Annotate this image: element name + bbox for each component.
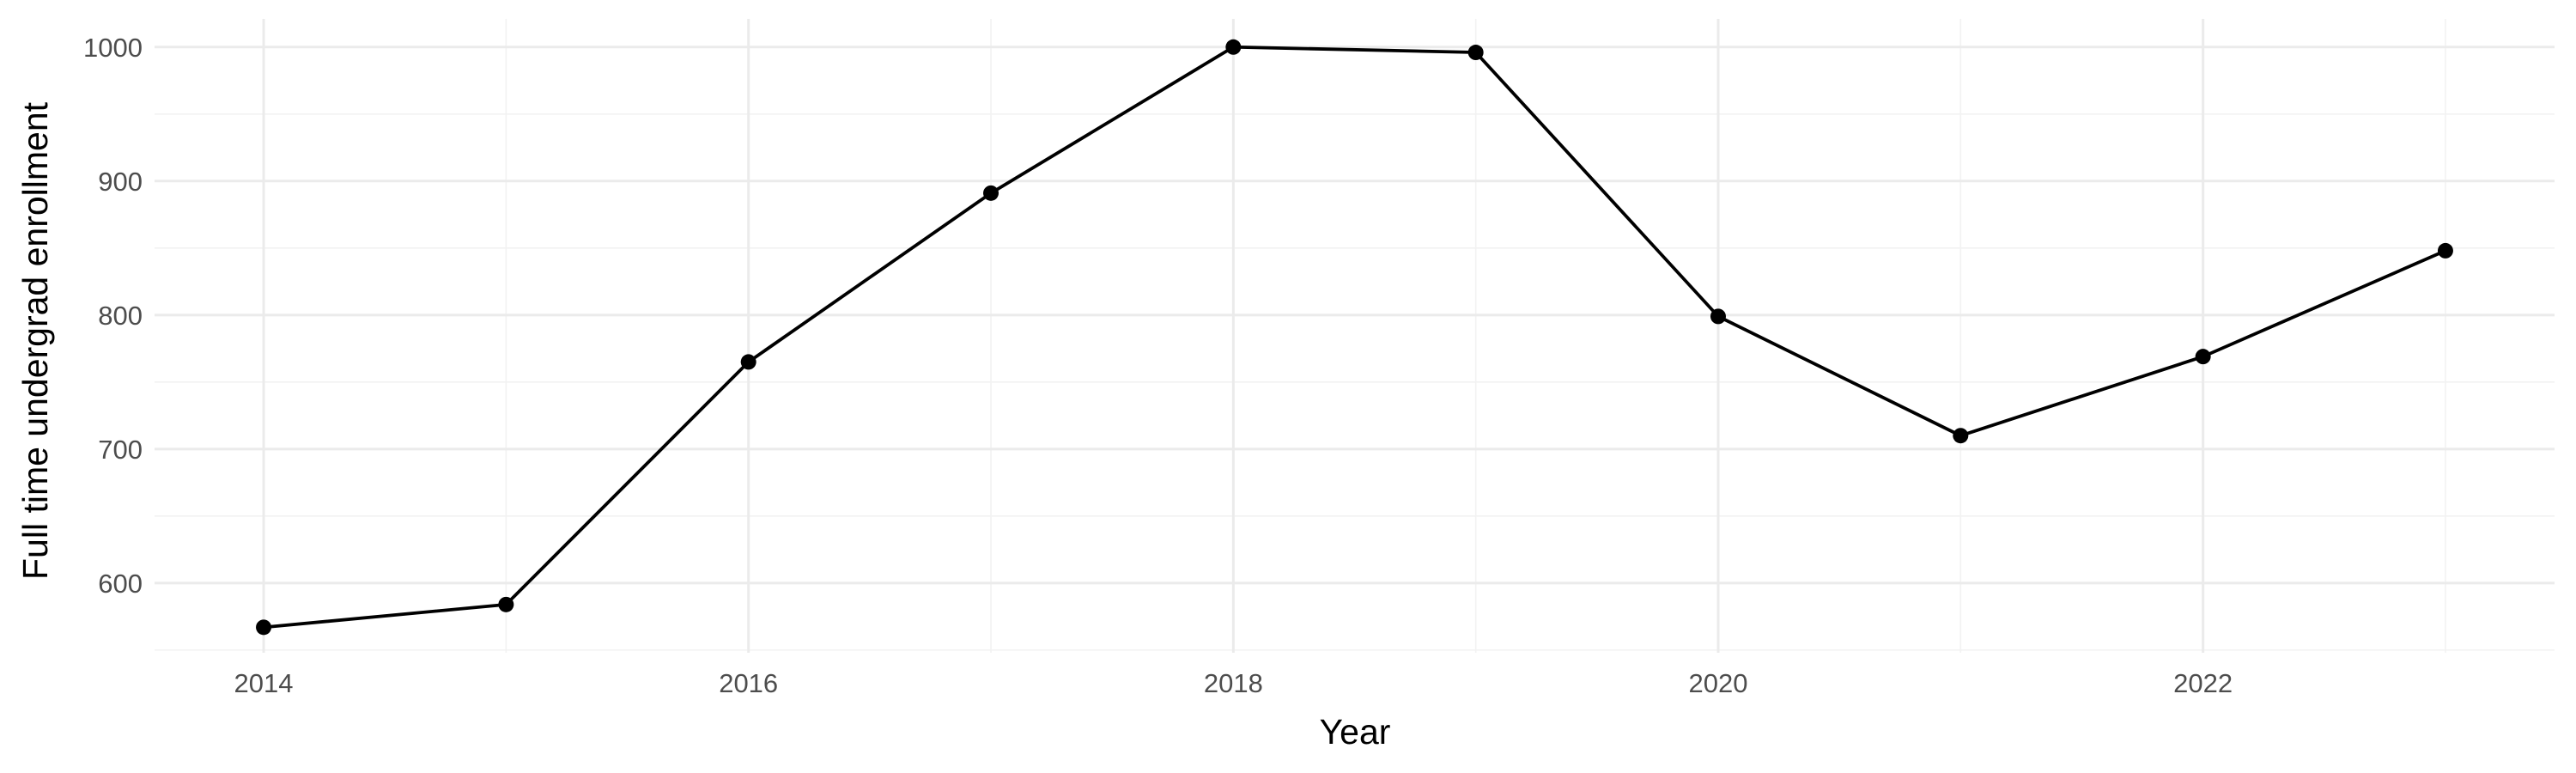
x-axis-title: Year: [1320, 712, 1391, 752]
data-point: [1710, 308, 1726, 325]
data-point: [2437, 242, 2453, 259]
y-axis-ticks: 600 700 800 900 1000: [83, 33, 143, 599]
data-point: [498, 596, 514, 612]
series-line: [262, 45, 2447, 630]
y-tick-label: 600: [98, 569, 143, 599]
x-tick-label: 2022: [2173, 668, 2233, 698]
y-tick-label: 700: [98, 435, 143, 465]
data-point: [2195, 349, 2211, 365]
x-tick-label: 2020: [1689, 668, 1748, 698]
x-tick-label: 2018: [1204, 668, 1263, 698]
x-axis-ticks: 2014 2016 2018 2020 2022: [234, 668, 2233, 698]
data-point: [983, 185, 999, 201]
y-tick-label: 900: [98, 167, 143, 197]
x-tick-label: 2016: [719, 668, 778, 698]
x-tick-label: 2014: [234, 668, 294, 698]
major-gridlines: [155, 19, 2555, 653]
data-point: [1467, 45, 1484, 61]
data-point: [740, 354, 756, 370]
data-point: [1953, 428, 1969, 444]
data-point: [256, 619, 272, 636]
y-axis-title: Full time undergrad enrollment: [15, 101, 55, 580]
y-tick-label: 800: [98, 301, 143, 331]
series-group: [256, 39, 2453, 636]
y-tick-label: 1000: [83, 33, 143, 63]
minor-gridlines: [155, 19, 2555, 653]
data-point: [1225, 39, 1242, 55]
